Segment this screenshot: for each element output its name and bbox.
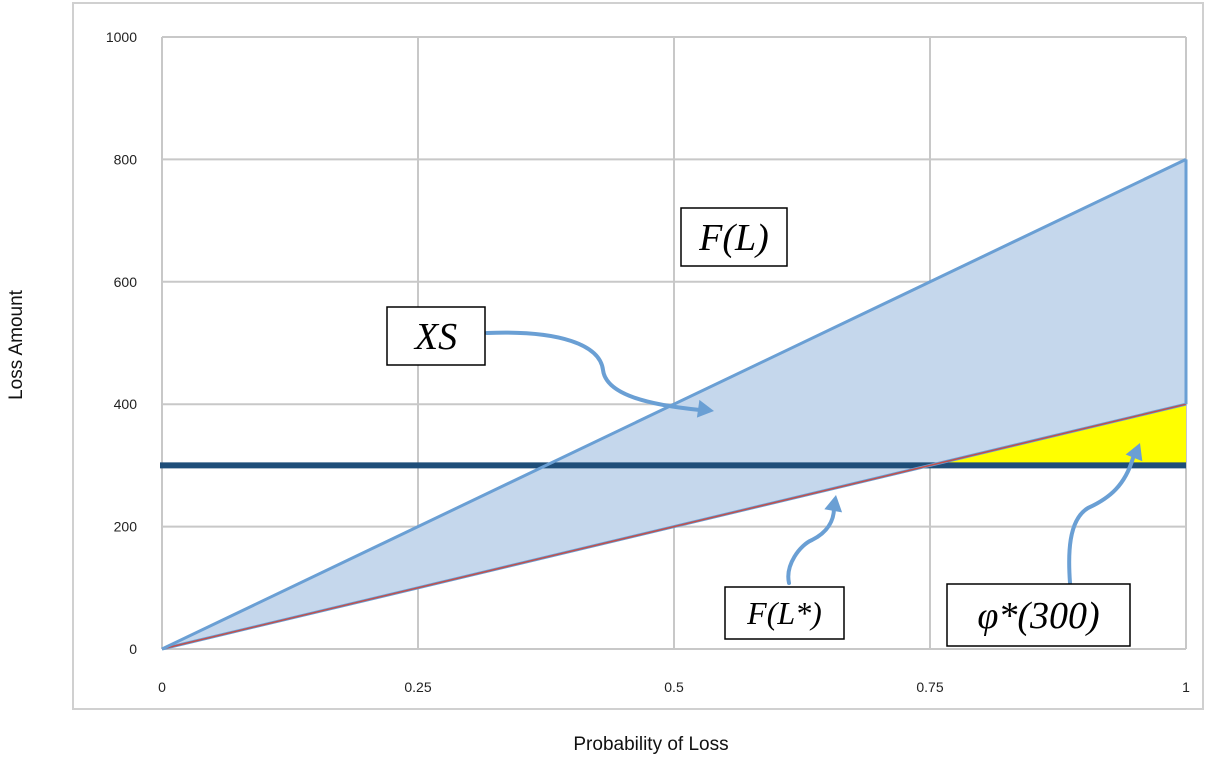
x-axis-title: Probability of Loss xyxy=(573,734,728,755)
annotation-f-l-label: F(L) xyxy=(698,217,769,259)
annotation-phi-label: φ*(300) xyxy=(977,595,1099,637)
series-lines xyxy=(160,158,1188,651)
y-tick-label: 0 xyxy=(129,641,137,657)
phi-arrow xyxy=(1067,456,1135,585)
f-l-star-arrow-head xyxy=(824,495,843,513)
x-tick-label: 1 xyxy=(1182,679,1190,695)
x-tick-label: 0.75 xyxy=(916,679,943,695)
xs-arrow xyxy=(485,330,702,412)
x-tick-label: 0.5 xyxy=(664,679,684,695)
y-tick-label: 1000 xyxy=(106,29,137,45)
y-tick-label: 600 xyxy=(114,274,138,290)
x-tick-label: 0 xyxy=(158,679,166,695)
annotation-phi-box xyxy=(946,583,1131,647)
x-axis-ticks: 0 0.25 0.5 0.75 1 xyxy=(158,679,1190,695)
y-axis-ticks: 0 200 400 600 800 1000 xyxy=(106,29,137,657)
annotation-xs-label: XS xyxy=(413,316,457,358)
annotation-arrows xyxy=(485,330,1143,585)
annotation-xs-box xyxy=(386,306,486,366)
f-l-line xyxy=(161,158,1187,651)
annotation-f-l-box xyxy=(680,207,788,267)
y-tick-label: 200 xyxy=(114,519,138,535)
annotation-f-l-star-box xyxy=(724,586,845,640)
f-l-star-arrow xyxy=(786,506,836,585)
f-l-star-line xyxy=(161,403,1187,650)
phi-arrow-head xyxy=(1125,443,1143,462)
annotation-f-l-star-label: F(L*) xyxy=(746,595,822,631)
y-tick-label: 800 xyxy=(114,151,138,167)
x-tick-label: 0.25 xyxy=(404,679,431,695)
xs-arrow-head xyxy=(696,399,714,418)
y-tick-label: 400 xyxy=(114,396,138,412)
y-axis-title: Loss Amount xyxy=(6,289,27,400)
annotations: F(L) XS F(L*) φ*(300) xyxy=(386,207,1131,647)
